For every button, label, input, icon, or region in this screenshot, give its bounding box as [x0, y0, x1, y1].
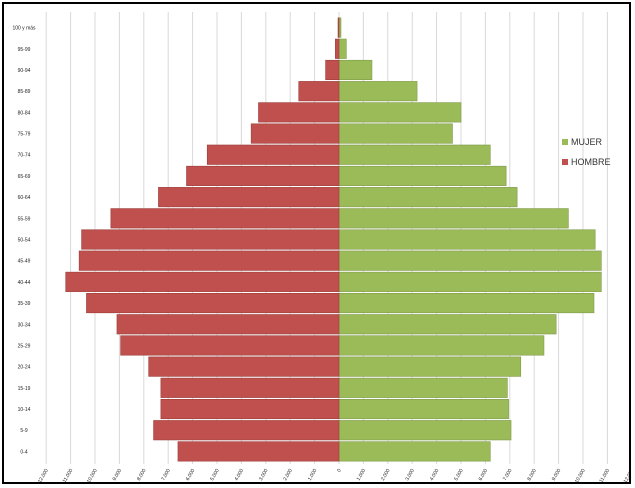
bar-mujer-95-99 [338, 38, 347, 59]
legend: MUJER HOMBRE [562, 137, 611, 167]
bar-hombre-100-y-más [337, 17, 340, 38]
x-tick-label: 1.000 [307, 468, 319, 482]
bar-hombre-80-84 [258, 102, 340, 123]
age-group-label: 45-49 [18, 259, 31, 265]
age-group-label: 40-44 [18, 280, 31, 286]
bar-mujer-45-49 [338, 250, 602, 271]
bar-mujer-25-29 [338, 335, 545, 356]
bar-hombre-30-34 [116, 314, 340, 335]
bar-hombre-55-59 [110, 208, 340, 229]
age-group-label: 35-39 [18, 301, 31, 307]
x-tick-label: 2.000 [282, 468, 294, 482]
bar-mujer-15-19 [338, 377, 508, 398]
x-tick-label: 6.000 [185, 468, 197, 482]
age-group-label: 65-69 [18, 174, 31, 180]
x-tick-label: 6.000 [478, 468, 490, 482]
bar-hombre-95-99 [335, 38, 340, 59]
age-group-label: 0-4 [20, 449, 27, 455]
bar-mujer-0-4 [338, 441, 491, 462]
bar-hombre-45-49 [78, 250, 340, 271]
x-tick-label: 0 [336, 468, 343, 474]
x-tick-label: 8.000 [136, 468, 148, 482]
population-pyramid-chart: 0-4 5-9 10-14 15-19 20-24 25-29 30-34 35-39 40-4… [12, 12, 629, 482]
x-tick-label: 4.000 [234, 468, 246, 482]
age-group-label: 50-54 [18, 238, 31, 244]
bar-mujer-60-64 [338, 187, 518, 208]
age-group-label: 85-89 [18, 89, 31, 95]
legend-swatch-mujer [562, 139, 568, 145]
bar-mujer-70-74 [338, 144, 491, 165]
bar-mujer-50-54 [338, 229, 596, 250]
age-group-label: 90-94 [18, 68, 31, 74]
bar-mujer-85-89 [338, 81, 418, 102]
bar-mujer-90-94 [338, 59, 373, 81]
bar-mujer-80-84 [338, 102, 462, 123]
x-tick-label: 11.000 [598, 468, 611, 482]
bar-hombre-0-4 [177, 441, 340, 462]
legend-label-hombre: HOMBRE [571, 157, 611, 167]
bar-hombre-10-14 [160, 398, 340, 420]
age-group-labels: 0-4 5-9 10-14 15-19 20-24 25-29 30-34 35-39 40-4… [12, 26, 36, 456]
bar-hombre-60-64 [158, 187, 340, 208]
age-group-label: 55-59 [18, 216, 31, 222]
bar-hombre-35-39 [86, 293, 340, 314]
bar-mujer-40-44 [338, 271, 602, 292]
x-tick-label: 5.000 [209, 468, 221, 482]
x-tick-label: 8.000 [526, 468, 538, 482]
age-group-label: 70-74 [18, 153, 31, 159]
x-tick-label: 2.000 [380, 468, 392, 482]
bar-hombre-50-54 [81, 229, 340, 250]
x-tick-label: 9.000 [112, 468, 124, 482]
age-group-label: 15-19 [18, 386, 31, 392]
bar-mujer-20-24 [338, 356, 522, 377]
x-tick-label: 1.000 [356, 468, 368, 482]
age-group-label: 10-14 [18, 407, 31, 413]
bar-hombre-20-24 [148, 356, 340, 377]
bar-mujer-35-39 [338, 293, 595, 314]
age-group-label: 75-79 [18, 132, 31, 138]
age-group-label: 5-9 [20, 428, 27, 434]
x-tick-label: 10.000 [86, 468, 99, 482]
x-tick-label: 9.000 [551, 468, 563, 482]
bar-hombre-25-29 [120, 335, 340, 356]
age-group-label: 30-34 [18, 322, 31, 328]
chart-frame: 0-4 5-9 10-14 15-19 20-24 25-29 30-34 35-39 40-4… [2, 2, 631, 484]
x-tick-label: 3.000 [258, 468, 270, 482]
bar-mujer-10-14 [338, 398, 509, 420]
age-group-label: 20-24 [18, 365, 31, 371]
x-axis-tick-labels: 12.000 11.000 10.000 9.000 8.000 7.000 6.000 5.… [37, 468, 629, 482]
bar-hombre-90-94 [325, 59, 340, 81]
age-group-label: 80-84 [18, 110, 31, 116]
bar-hombre-5-9 [153, 420, 340, 441]
bar-hombre-70-74 [206, 144, 340, 165]
bar-mujer-30-34 [338, 314, 557, 335]
bar-mujer-75-79 [338, 123, 453, 144]
x-tick-label: 7.000 [160, 468, 172, 482]
age-group-label: 25-29 [18, 343, 31, 349]
bar-hombre-40-44 [65, 271, 340, 292]
x-tick-label: 11.000 [62, 468, 75, 482]
x-tick-label: 4.000 [429, 468, 441, 482]
bar-mujer-65-69 [338, 165, 507, 186]
age-group-label: 95-99 [18, 47, 31, 53]
age-group-label: 60-64 [18, 195, 31, 201]
age-group-label: 100 y más [12, 26, 36, 32]
legend-label-mujer: MUJER [571, 137, 602, 147]
x-tick-label: 12.000 [623, 468, 629, 482]
bars [65, 17, 602, 462]
x-tick-label: 10.000 [574, 468, 587, 482]
bar-mujer-55-59 [338, 208, 569, 229]
legend-swatch-hombre [562, 159, 568, 165]
x-tick-label: 12.000 [37, 468, 50, 482]
bar-hombre-65-69 [186, 165, 340, 186]
x-tick-label: 5.000 [453, 468, 465, 482]
bar-hombre-15-19 [160, 377, 340, 398]
bar-mujer-5-9 [338, 420, 512, 441]
bar-hombre-75-79 [250, 123, 340, 144]
x-tick-label: 7.000 [502, 468, 514, 482]
x-tick-label: 3.000 [404, 468, 416, 482]
bar-hombre-85-89 [298, 81, 340, 102]
